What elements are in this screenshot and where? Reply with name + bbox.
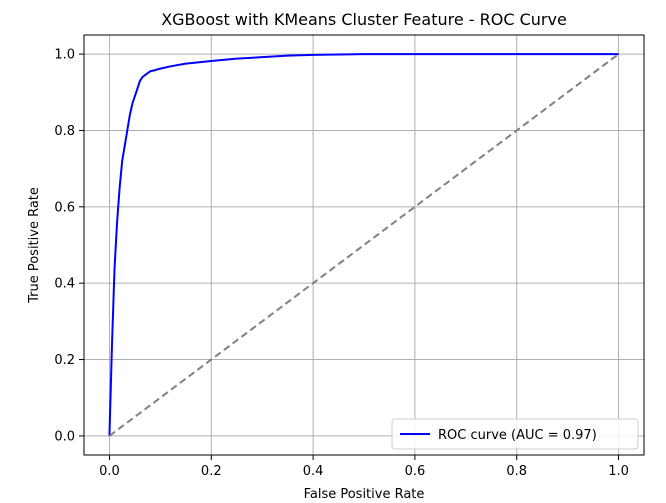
grid-lines — [84, 35, 644, 455]
y-tick-label: 0.2 — [54, 353, 75, 368]
x-tick-label: 0.8 — [506, 464, 527, 479]
x-tick-label: 0.0 — [99, 464, 120, 479]
x-tick-label: 0.6 — [405, 464, 426, 479]
plot-frame — [83, 34, 645, 456]
y-axis-ticks: 0.0 0.2 0.4 0.6 0.8 1.0 — [54, 48, 84, 444]
x-tick-label: 0.4 — [303, 464, 324, 479]
chance-diagonal-line — [108, 53, 620, 437]
legend: ROC curve (AUC = 0.97) — [391, 418, 639, 450]
chart-title: XGBoost with KMeans Cluster Feature - RO… — [161, 10, 567, 29]
y-tick-label: 0.6 — [54, 200, 75, 215]
legend-label-roc: ROC curve (AUC = 0.97) — [438, 428, 597, 443]
x-axis-label: False Positive Rate — [304, 487, 425, 502]
y-tick-label: 0.8 — [54, 124, 75, 139]
x-tick-label: 1.0 — [608, 464, 629, 479]
x-axis-ticks: 0.0 0.2 0.4 0.6 0.8 1.0 — [99, 455, 629, 479]
y-tick-label: 1.0 — [54, 48, 75, 63]
y-axis-label: True Positive Rate — [27, 187, 42, 304]
y-tick-label: 0.0 — [54, 429, 75, 444]
legend-box — [391, 418, 639, 450]
plot-lines — [108, 53, 620, 437]
roc-curve-line — [108, 53, 619, 436]
x-tick-label: 0.2 — [201, 464, 222, 479]
y-tick-label: 0.4 — [54, 277, 75, 292]
